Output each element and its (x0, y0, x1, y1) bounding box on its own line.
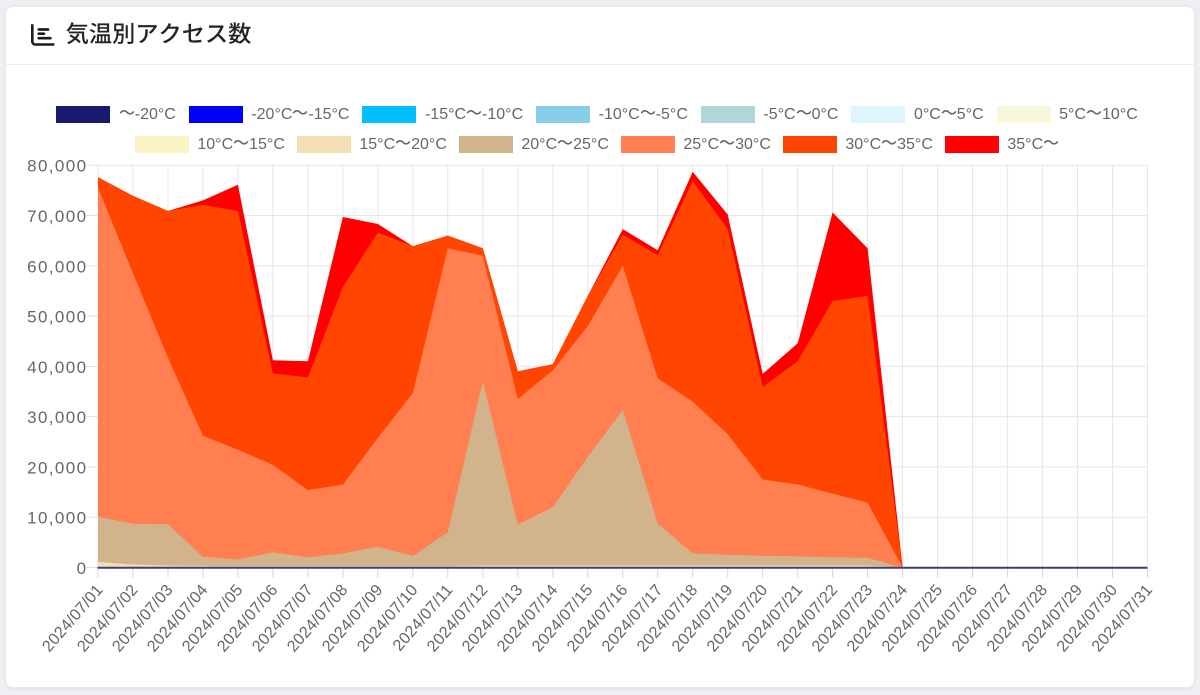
svg-text:40,000: 40,000 (27, 358, 87, 377)
svg-text:70,000: 70,000 (27, 207, 87, 226)
svg-text:10,000: 10,000 (27, 509, 87, 528)
svg-text:80,000: 80,000 (27, 157, 87, 176)
svg-text:0: 0 (77, 559, 88, 578)
svg-text:30,000: 30,000 (27, 408, 87, 427)
svg-text:60,000: 60,000 (27, 257, 87, 276)
svg-text:20,000: 20,000 (27, 458, 87, 477)
svg-text:50,000: 50,000 (27, 308, 87, 327)
